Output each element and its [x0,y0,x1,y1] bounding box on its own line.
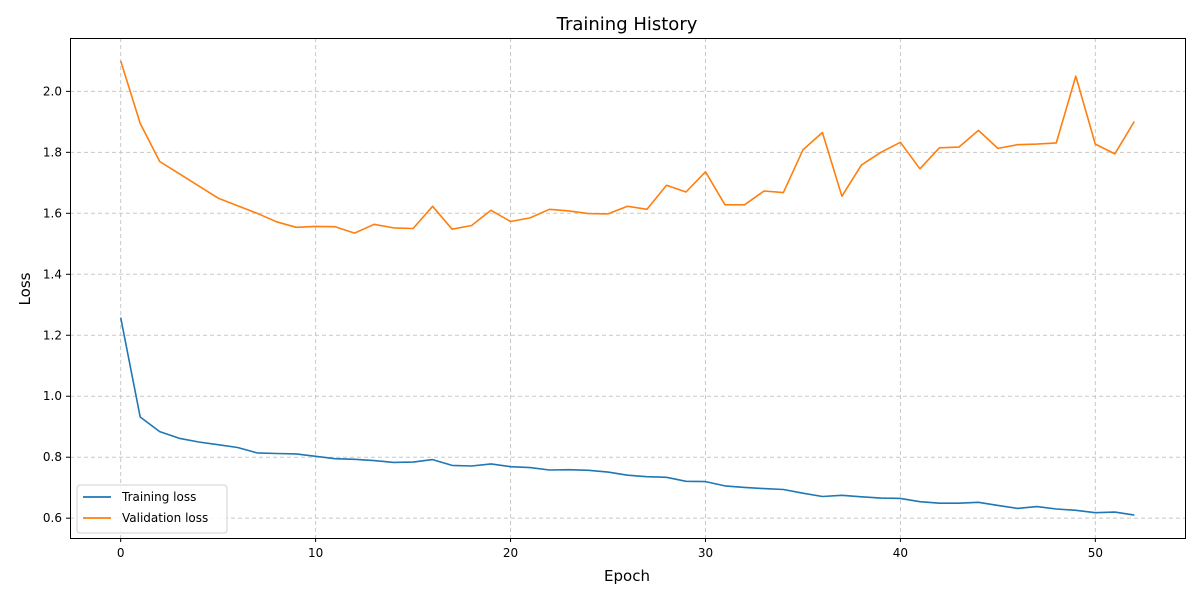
legend-box [76,484,228,534]
y-tick-label: 1.4 [43,267,62,281]
y-tick-label: 0.6 [43,511,62,525]
x-tick-label: 10 [308,546,323,560]
y-tick-label: 1.2 [43,328,62,342]
y-tick-label: 0.8 [43,450,62,464]
y-axis: 0.6 0.8 1.0 1.2 1.4 1.6 1.8 2.0 [43,84,70,525]
grid [70,38,1185,538]
plot-frame [70,38,1186,539]
x-tick-label: 0 [117,546,125,560]
y-tick-label: 1.8 [43,145,62,159]
legend: Training loss Validation loss [76,484,228,534]
chart-title: Training History [556,14,698,35]
x-tick-label: 30 [698,546,713,560]
training-loss-line [119,317,1135,516]
x-tick-label: 50 [1088,546,1103,560]
series-group [119,60,1135,516]
x-tick-label: 20 [503,546,518,560]
y-tick-label: 2.0 [43,84,62,98]
y-tick-label: 1.0 [43,389,62,403]
validation-loss-line [119,60,1135,234]
x-axis: 0 10 20 30 40 50 [117,538,1103,560]
x-axis-label: Epoch [604,567,650,585]
legend-label: Validation loss [122,511,208,525]
x-tick-label: 40 [893,546,908,560]
y-tick-label: 1.6 [43,206,62,220]
legend-label: Training loss [121,490,196,504]
y-axis-label: Loss [16,272,34,305]
